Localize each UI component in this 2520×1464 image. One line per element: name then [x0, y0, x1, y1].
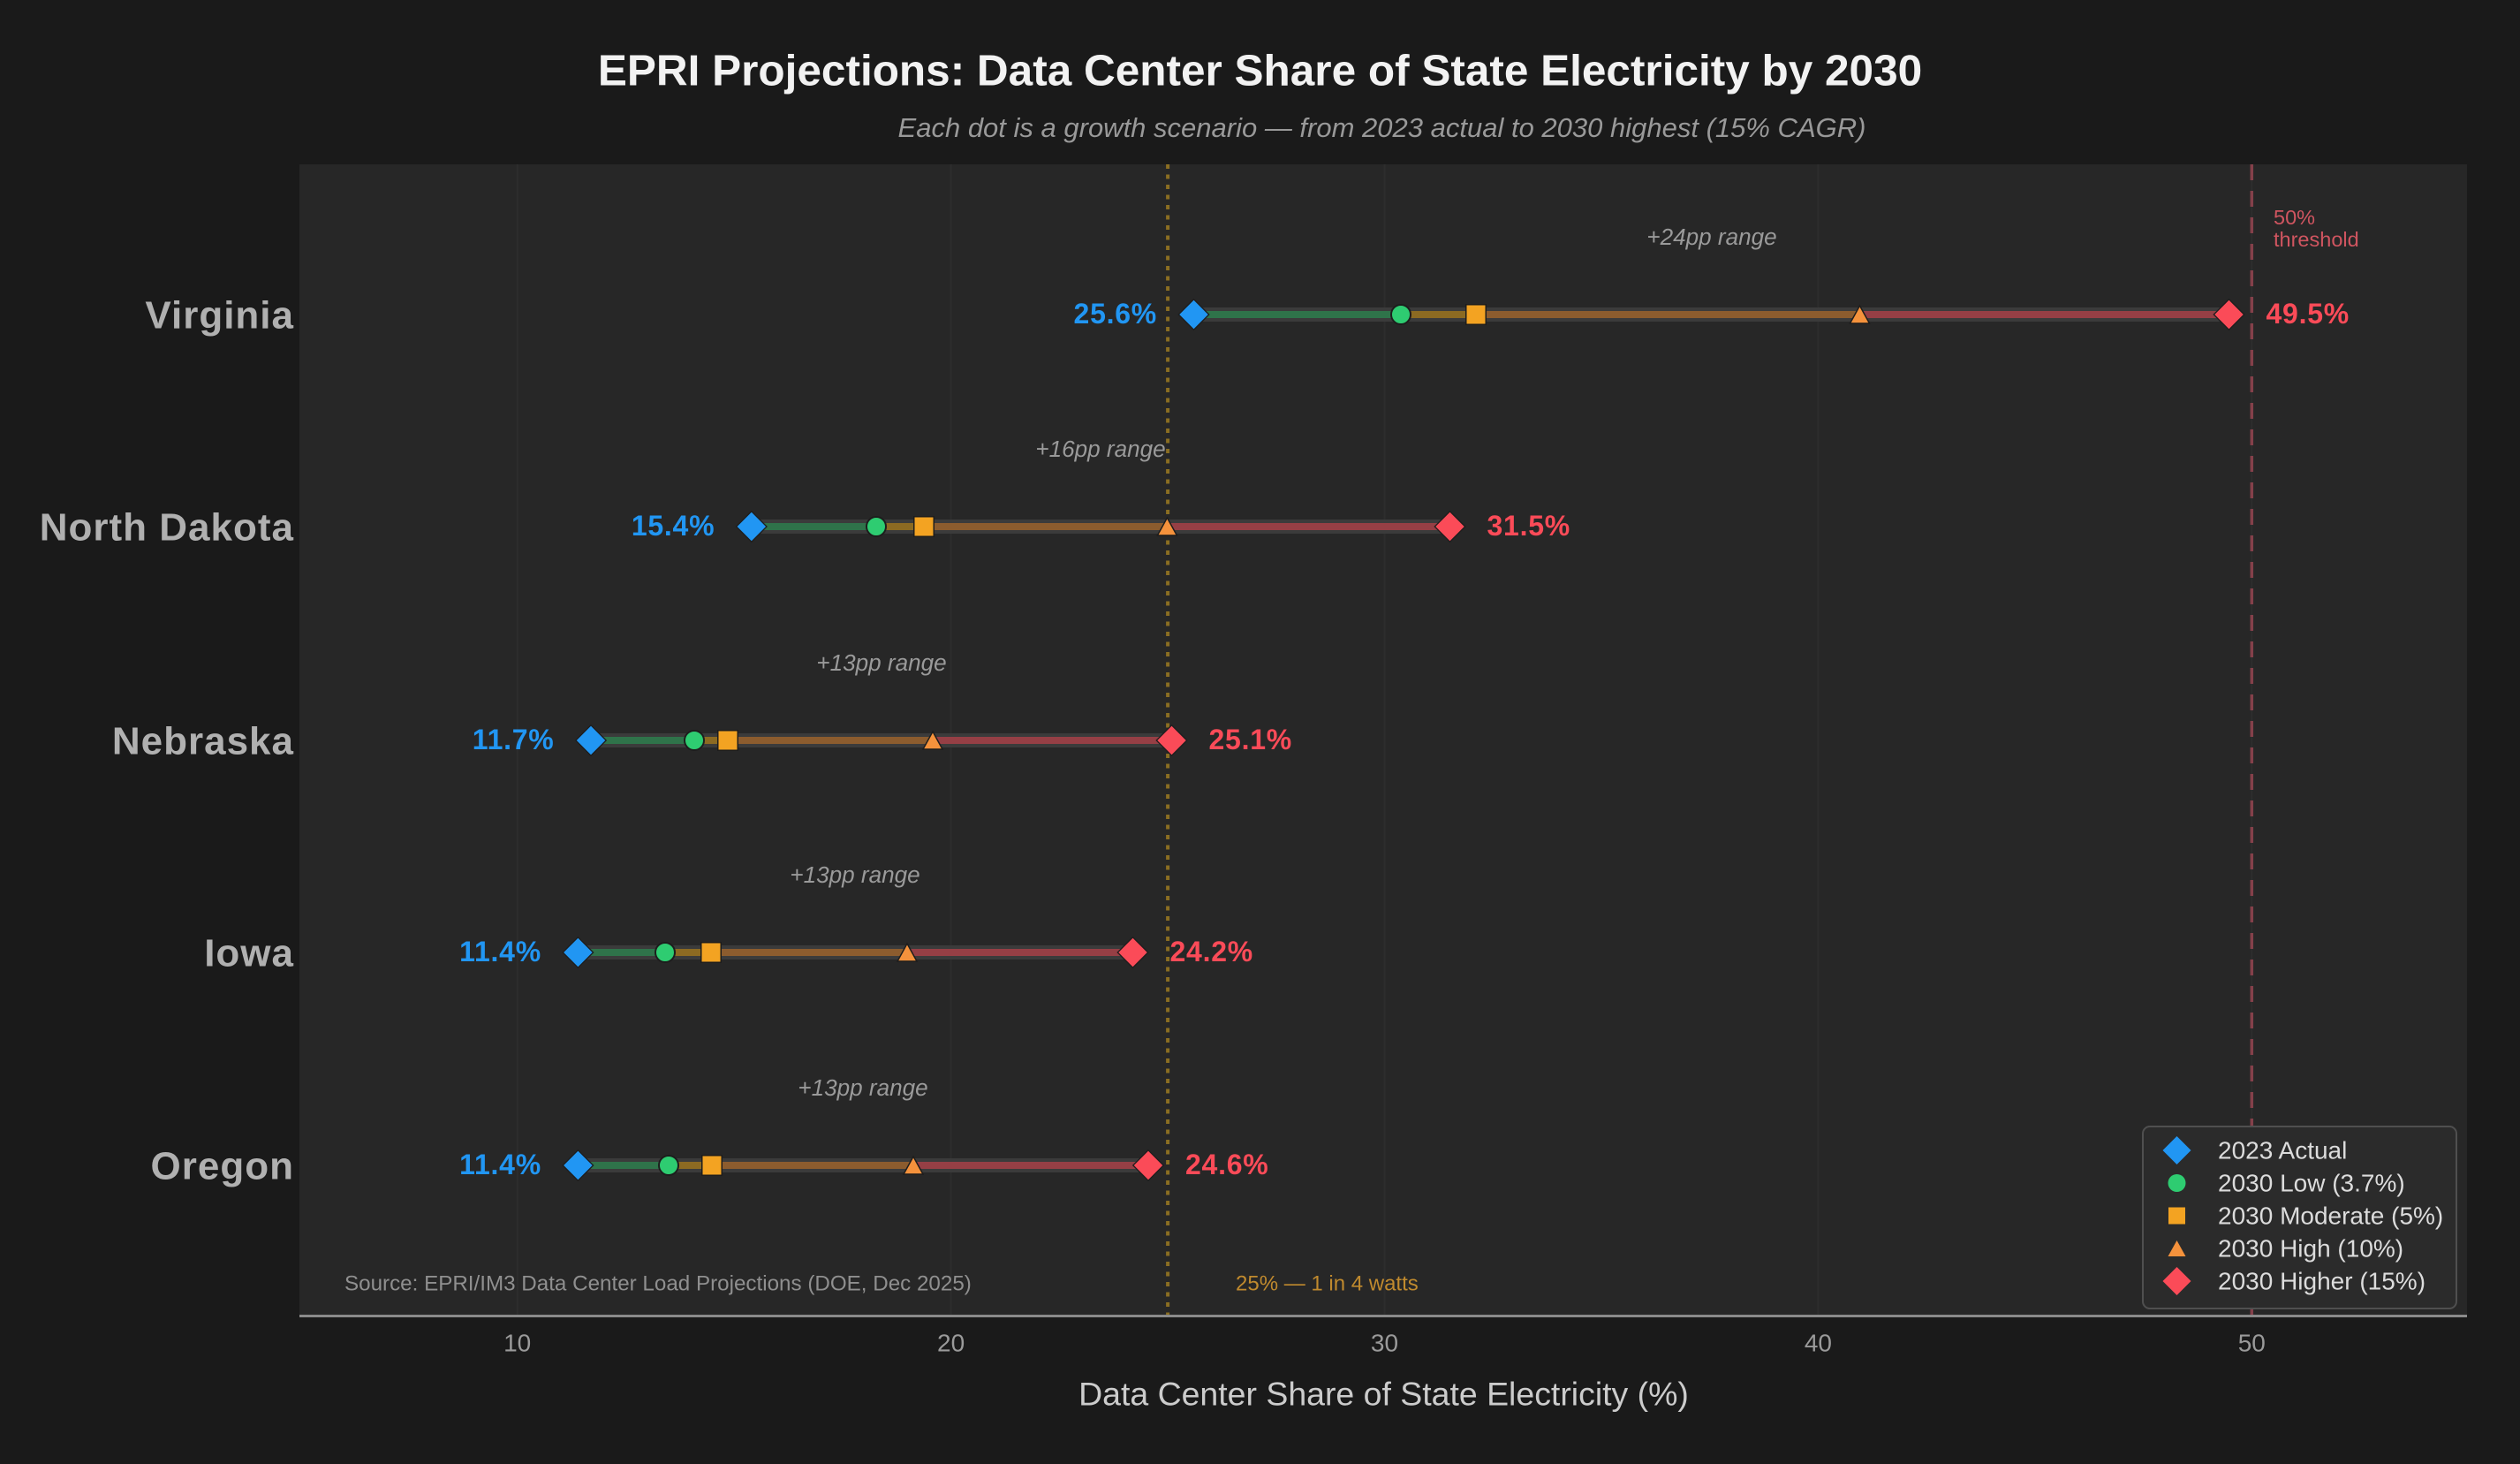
svg-text:EPRI Projections: Data Center: EPRI Projections: Data Center Share of S… — [598, 47, 1922, 95]
svg-text:2030 Higher (15%): 2030 Higher (15%) — [2218, 1268, 2425, 1295]
svg-text:+13pp range: +13pp range — [816, 649, 946, 676]
svg-text:25% — 1 in 4 watts: 25% — 1 in 4 watts — [1236, 1272, 1419, 1296]
svg-text:2030 Moderate (5%): 2030 Moderate (5%) — [2218, 1202, 2443, 1230]
svg-text:11.4%: 11.4% — [459, 1149, 541, 1180]
svg-text:24.2%: 24.2% — [1170, 936, 1253, 967]
svg-text:49.5%: 49.5% — [2266, 298, 2350, 330]
svg-text:20: 20 — [937, 1330, 965, 1357]
svg-text:31.5%: 31.5% — [1487, 510, 1570, 542]
svg-text:Data Center Share of State Ele: Data Center Share of State Electricity (… — [1078, 1376, 1689, 1413]
svg-text:Iowa: Iowa — [204, 932, 294, 975]
svg-text:50: 50 — [2238, 1330, 2266, 1357]
svg-text:10: 10 — [503, 1330, 531, 1357]
svg-text:+13pp range: +13pp range — [790, 861, 919, 888]
svg-text:2030 High (10%): 2030 High (10%) — [2218, 1235, 2403, 1263]
svg-text:+13pp range: +13pp range — [798, 1074, 927, 1101]
svg-text:Nebraska: Nebraska — [112, 720, 294, 763]
svg-text:50%: 50% — [2274, 206, 2315, 229]
svg-text:40: 40 — [1805, 1330, 1832, 1357]
svg-text:North Dakota: North Dakota — [40, 506, 294, 550]
svg-text:Virginia: Virginia — [145, 294, 294, 338]
svg-text:24.6%: 24.6% — [1185, 1149, 1268, 1180]
svg-text:2023 Actual: 2023 Actual — [2218, 1137, 2347, 1164]
svg-text:2030 Low (3.7%): 2030 Low (3.7%) — [2218, 1170, 2405, 1197]
svg-text:Oregon: Oregon — [151, 1145, 294, 1188]
svg-text:30: 30 — [1371, 1330, 1398, 1357]
svg-text:11.4%: 11.4% — [459, 936, 541, 967]
svg-text:Source: EPRI/IM3 Data Center L: Source: EPRI/IM3 Data Center Load Projec… — [344, 1272, 972, 1296]
svg-text:11.7%: 11.7% — [473, 724, 555, 755]
svg-text:25.1%: 25.1% — [1209, 724, 1292, 755]
svg-text:+16pp range: +16pp range — [1035, 436, 1165, 462]
svg-text:25.6%: 25.6% — [1074, 298, 1157, 330]
svg-text:15.4%: 15.4% — [632, 510, 715, 542]
svg-text:threshold: threshold — [2274, 228, 2359, 251]
svg-text:+24pp range: +24pp range — [1646, 224, 1776, 250]
svg-text:Each dot is a growth scenario: Each dot is a growth scenario — from 202… — [898, 112, 1866, 143]
